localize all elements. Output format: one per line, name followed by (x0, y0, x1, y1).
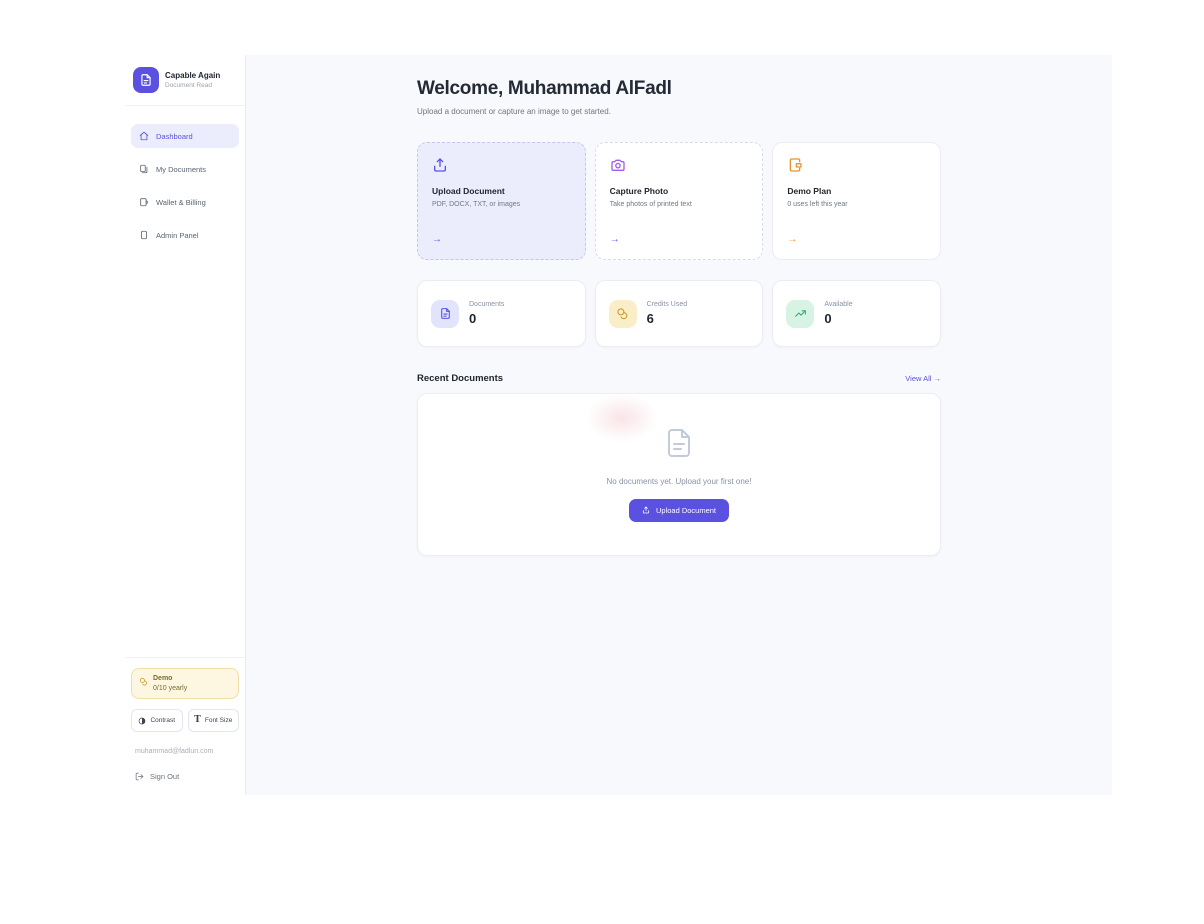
available-stat-icon (786, 299, 815, 328)
card-subtitle: Take photos of printed text (609, 201, 692, 208)
plan-badge: Demo 0/10 yearly (131, 668, 239, 699)
font-size-button-label: Font Size (204, 717, 233, 724)
coins-icon (617, 308, 628, 320)
card-title: Capture Photo (609, 186, 669, 196)
app-logo: Capable Again Document Read (125, 55, 245, 106)
admin-panel-icon (141, 230, 147, 240)
stat-label: Credits Used (646, 301, 688, 308)
stat-value: 6 (646, 311, 654, 326)
capture-photo-card[interactable]: Capture Photo Take photos of printed tex… (594, 142, 764, 260)
plan-badge-subtitle: 0/10 yearly (153, 685, 188, 692)
sidebar-spacer (125, 247, 245, 657)
stat-label: Available (824, 301, 853, 308)
camera-icon (610, 159, 625, 171)
card-title: Upload Document (432, 186, 505, 196)
accessibility-buttons: Contrast T Font Size (131, 709, 239, 732)
available-stat-card: Available 0 (772, 280, 941, 347)
app-logo-icon (133, 67, 159, 93)
sidebar-item-label: Wallet & Billing (156, 197, 206, 207)
sidebar-item-label: Dashboard (156, 131, 193, 141)
upload-icon (434, 158, 446, 172)
plan-badge-title: Demo (153, 675, 173, 682)
sidebar-bottom: Demo 0/10 yearly Contrast T Font Size mu… (125, 657, 245, 795)
action-cards: Upload Document PDF, DOCX, TXT, or image… (417, 142, 941, 260)
upload-icon (642, 506, 650, 514)
arrow-right-icon: → (432, 234, 442, 245)
sign-out-button[interactable]: Sign Out (131, 772, 239, 781)
wallet-icon (789, 158, 802, 172)
recent-documents-empty-state: No documents yet. Upload your first one!… (417, 393, 941, 556)
app-tagline: Document Read (165, 82, 212, 89)
page-subtitle: Upload a document or capture an image to… (417, 107, 611, 116)
document-icon (668, 428, 690, 457)
font-size-icon: T (194, 715, 201, 725)
card-subtitle: 0 uses left this year (787, 201, 848, 208)
credits-used-stat-icon (608, 299, 637, 328)
contrast-button[interactable]: Contrast (131, 709, 183, 732)
stat-cards: Documents 0 Credits Used 6 (417, 280, 941, 347)
coins-icon (139, 677, 147, 686)
app-window: Capable Again Document Read Dashboard My… (125, 55, 1112, 795)
card-title: Demo Plan (787, 186, 832, 196)
sidebar-item-label: My Documents (156, 164, 207, 174)
contrast-button-label: Contrast (150, 717, 176, 724)
document-icon (440, 308, 450, 319)
sidebar-item-label: Admin Panel (156, 230, 199, 240)
card-subtitle: PDF, DOCX, TXT, or images (432, 201, 521, 208)
view-all-link[interactable]: View All → (905, 374, 941, 383)
arrow-right-icon: → (787, 234, 798, 245)
home-icon (139, 131, 149, 141)
trending-up-icon (794, 310, 806, 317)
credits-used-stat-card: Credits Used 6 (594, 280, 764, 347)
documents-stat-icon (431, 299, 459, 328)
app-name: Capable Again (165, 71, 221, 80)
main-area: Welcome, Muhammad AlFadl Upload a docume… (246, 55, 1112, 795)
arrow-right-icon: → (609, 234, 620, 245)
main-content: Welcome, Muhammad AlFadl Upload a docume… (417, 55, 941, 556)
empty-state-message: No documents yet. Upload your first one! (606, 476, 752, 486)
sign-out-label: Sign Out (150, 772, 180, 781)
documents-stat-card: Documents 0 (417, 280, 586, 347)
page-title: Welcome, Muhammad AlFadl (417, 78, 672, 99)
wallet-icon (140, 198, 148, 207)
demo-plan-card[interactable]: Demo Plan 0 uses left this year → (772, 142, 941, 260)
decorative-blob (586, 394, 658, 442)
recent-documents-title: Recent Documents (417, 373, 504, 384)
upload-document-button[interactable]: Upload Document (628, 498, 730, 522)
empty-document-icon (667, 428, 691, 463)
document-icon (141, 74, 151, 86)
user-email: muhammad@fadlun.com (135, 748, 214, 755)
sidebar-item-admin-panel[interactable]: Admin Panel (131, 223, 239, 247)
sidebar-item-my-documents[interactable]: My Documents (131, 157, 239, 181)
sidebar-item-wallet-billing[interactable]: Wallet & Billing (131, 190, 239, 214)
upload-button-label: Upload Document (655, 505, 717, 515)
stat-value: 0 (469, 311, 477, 326)
stat-value: 0 (824, 311, 832, 326)
files-icon (140, 164, 148, 174)
sidebar-item-dashboard[interactable]: Dashboard (131, 124, 239, 148)
contrast-icon (139, 717, 146, 724)
stat-label: Documents (469, 301, 505, 308)
sidebar-nav: Dashboard My Documents Wallet & Billing … (125, 106, 245, 247)
upload-document-card[interactable]: Upload Document PDF, DOCX, TXT, or image… (417, 142, 586, 260)
recent-documents-header: Recent Documents View All → (417, 373, 941, 384)
sign-out-icon (135, 772, 144, 781)
font-size-button[interactable]: T Font Size (187, 709, 239, 732)
sidebar: Capable Again Document Read Dashboard My… (125, 55, 246, 795)
